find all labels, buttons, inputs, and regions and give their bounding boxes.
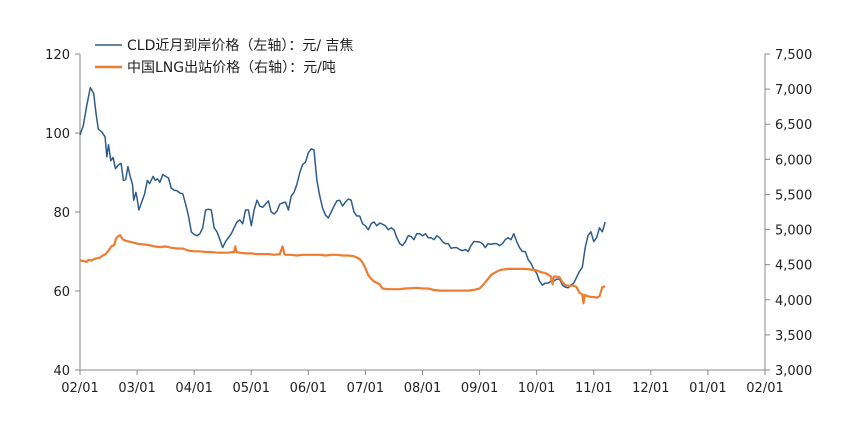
right-axis-tick-label: 5,000: [775, 224, 812, 239]
x-axis-tick-label: 10/01: [518, 381, 555, 396]
x-axis-tick-label: 01/01: [689, 381, 726, 396]
lng-price-line: [79, 234, 606, 305]
right-axis-tick-label: 4,000: [775, 294, 812, 309]
legend-label-lng: 中国LNG出站价格（右轴）：元/吨: [127, 60, 336, 76]
right-axis-tick-label: 3,500: [775, 329, 812, 344]
x-axis-tick-label: 02/01: [746, 381, 783, 396]
right-axis-tick-label: 7,500: [775, 48, 812, 63]
x-axis-tick-label: 05/01: [233, 381, 270, 396]
right-axis-tick-label: 5,500: [775, 188, 812, 203]
right-axis-tick-label: 6,000: [775, 153, 812, 168]
x-axis-tick-label: 04/01: [175, 381, 212, 396]
right-axis-tick-label: 3,000: [775, 364, 812, 379]
legend-label-cld: CLD近月到岸价格（左轴）：元/ 吉焦: [127, 38, 354, 54]
left-axis-tick-label: 120: [45, 48, 70, 63]
x-axis-tick-label: 12/01: [632, 381, 669, 396]
x-axis-tick-label: 02/01: [61, 381, 98, 396]
right-axis-tick-label: 6,500: [775, 118, 812, 133]
axes: 40 60 80 100 120 3,000 3,500 4,000 4,500 5,000 5,5…: [45, 48, 812, 396]
left-axis-tick-label: 60: [53, 285, 70, 300]
x-axis-tick-label: 07/01: [347, 381, 384, 396]
x-axis-tick-label: 03/01: [118, 381, 155, 396]
x-axis-tick-label: 08/01: [404, 381, 441, 396]
cld-price-line: [79, 86, 606, 289]
right-axis-tick-label: 4,500: [775, 259, 812, 274]
left-axis-tick-label: 40: [53, 364, 70, 379]
right-axis-tick-label: 7,000: [775, 83, 812, 98]
x-axis-tick-label: 06/01: [290, 381, 327, 396]
left-axis-tick-label: 80: [53, 206, 70, 221]
x-axis-tick-label: 11/01: [575, 381, 612, 396]
series-layer: [79, 86, 606, 305]
x-axis-tick-label: 09/01: [461, 381, 498, 396]
left-axis-tick-label: 100: [45, 127, 70, 142]
